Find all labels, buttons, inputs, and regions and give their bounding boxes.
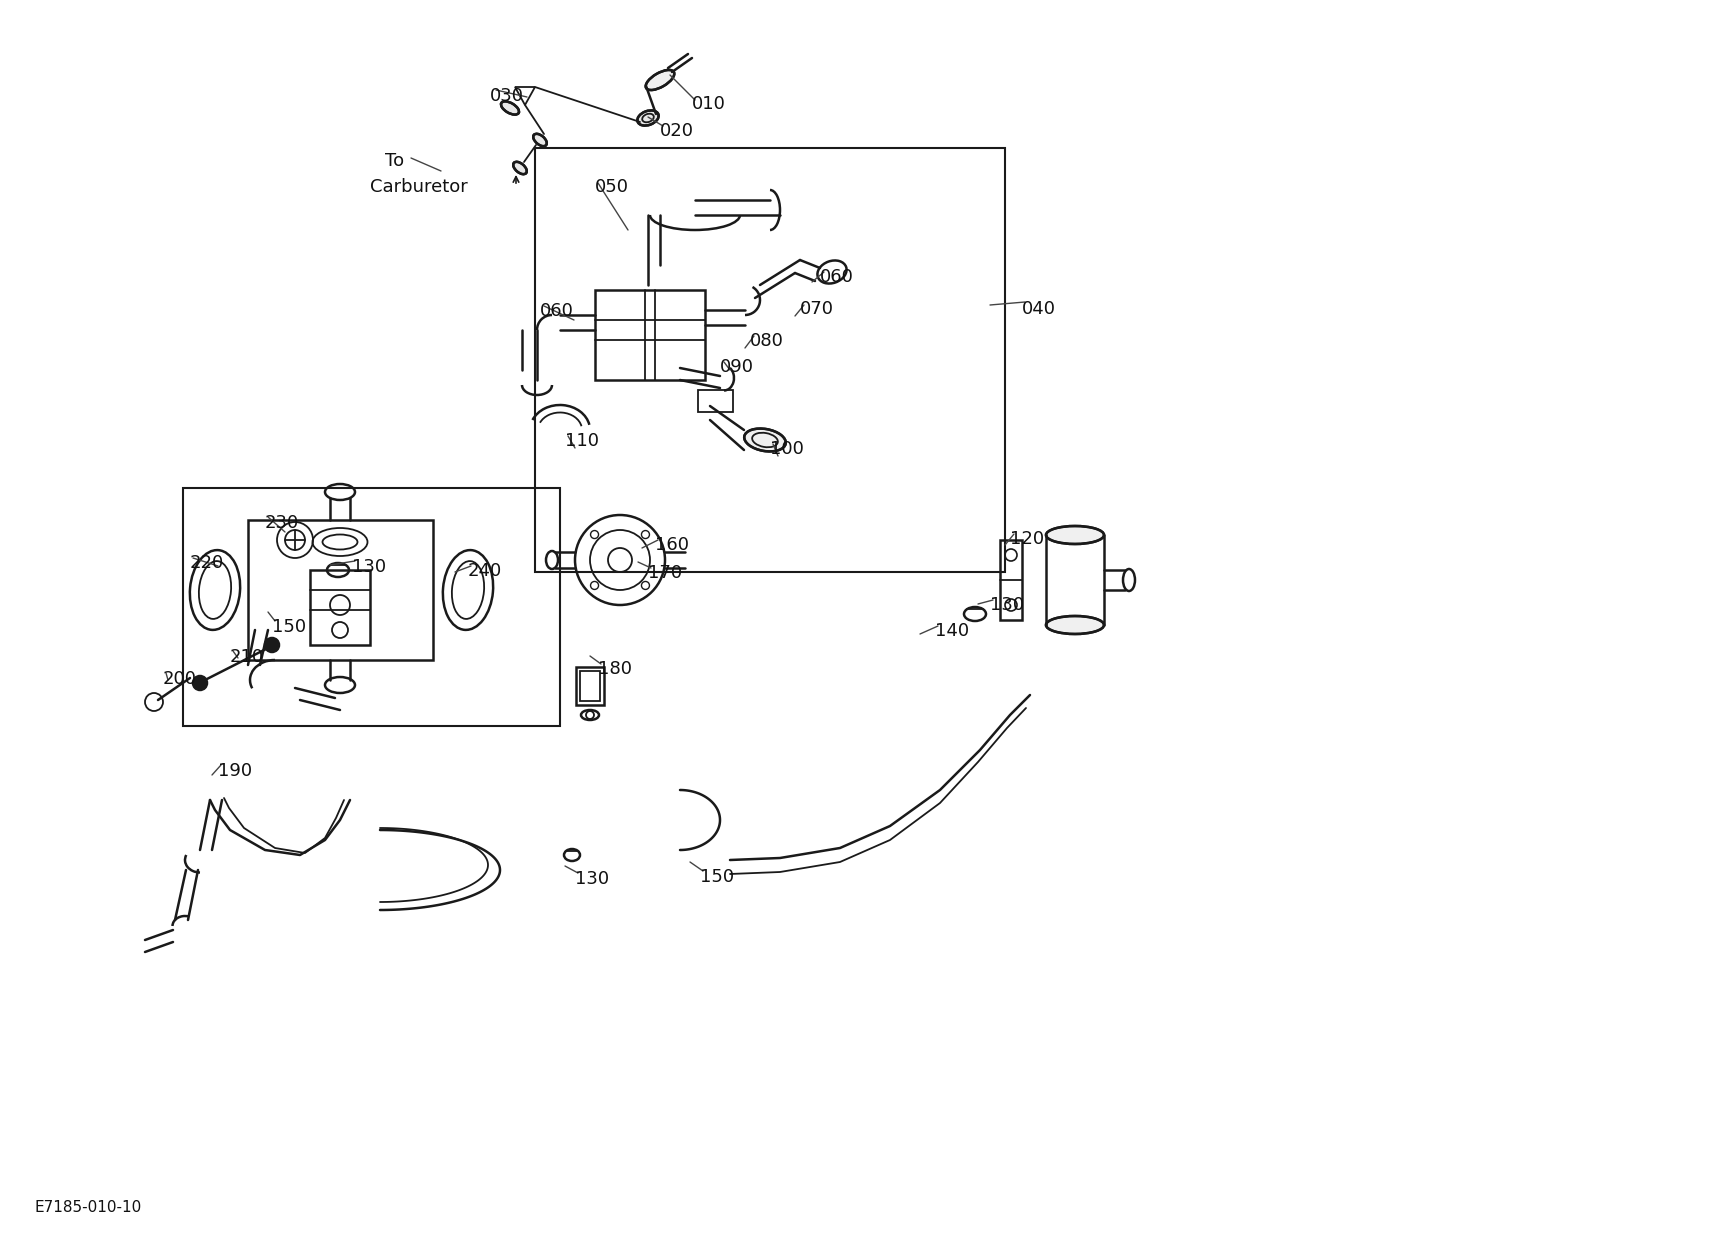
Bar [310, 570, 370, 645]
Text: 150: 150 [700, 868, 734, 886]
Ellipse shape [1046, 526, 1103, 545]
Ellipse shape [744, 428, 786, 452]
Text: 060: 060 [820, 268, 853, 285]
Bar [999, 540, 1022, 620]
Bar [183, 488, 560, 726]
Text: 040: 040 [1022, 300, 1056, 318]
Text: 060: 060 [539, 302, 574, 321]
Text: 130: 130 [989, 596, 1023, 613]
Text: 010: 010 [691, 95, 725, 113]
Text: 070: 070 [799, 300, 834, 318]
Text: Carburetor: Carburetor [370, 178, 467, 197]
Text: To: To [384, 151, 403, 170]
Text: 140: 140 [934, 622, 968, 640]
Text: 130: 130 [351, 558, 386, 576]
Text: 090: 090 [720, 358, 753, 376]
Text: 230: 230 [265, 515, 300, 532]
Circle shape [265, 639, 279, 652]
Bar [248, 520, 432, 660]
Ellipse shape [638, 110, 658, 125]
Text: 170: 170 [648, 563, 682, 582]
Text: 050: 050 [594, 178, 629, 197]
Bar [534, 148, 1005, 572]
Bar [579, 671, 600, 701]
Circle shape [193, 676, 207, 690]
Text: 160: 160 [655, 536, 689, 553]
Ellipse shape [1046, 616, 1103, 634]
Bar [575, 667, 603, 705]
Text: 150: 150 [272, 618, 307, 636]
Ellipse shape [646, 70, 674, 90]
Bar [698, 391, 732, 412]
Text: 180: 180 [598, 660, 632, 679]
Text: 120: 120 [1010, 530, 1044, 548]
Text: 200: 200 [164, 670, 196, 689]
Ellipse shape [513, 162, 527, 174]
Text: 020: 020 [660, 121, 694, 140]
Text: 220: 220 [190, 553, 224, 572]
Text: 240: 240 [467, 562, 501, 580]
Text: 030: 030 [489, 86, 524, 105]
Ellipse shape [532, 134, 546, 146]
Text: 210: 210 [229, 649, 264, 666]
Ellipse shape [501, 101, 519, 115]
Text: 190: 190 [217, 762, 252, 780]
Text: 100: 100 [770, 439, 803, 458]
Bar [594, 290, 705, 381]
Text: 110: 110 [565, 432, 598, 449]
Text: 130: 130 [575, 870, 608, 888]
Text: E7185-010-10: E7185-010-10 [34, 1199, 143, 1214]
Text: 080: 080 [750, 332, 784, 351]
